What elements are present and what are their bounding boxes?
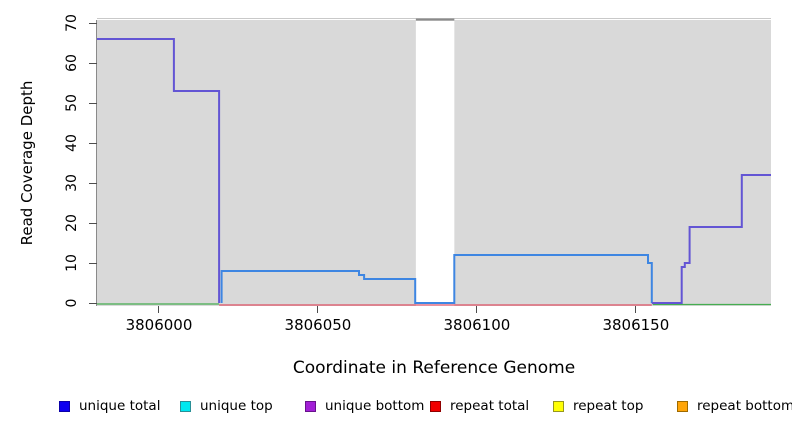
y-tick-label: 10 (64, 254, 80, 272)
legend-label-repeat-total: repeat total (450, 398, 530, 414)
y-tick-mark (89, 102, 97, 104)
y-tick-label: 30 (64, 174, 80, 192)
x-tick-label: 3806000 (125, 316, 193, 334)
x-tick-label: 3806100 (443, 316, 511, 334)
x-axis-label: Coordinate in Reference Genome (292, 358, 576, 378)
legend-item-unique-top: unique top (180, 398, 273, 414)
y-tick-mark (89, 62, 97, 64)
y-tick-label: 40 (64, 134, 80, 152)
plot-canvas (97, 18, 771, 306)
y-tick-mark (89, 262, 97, 264)
y-tick-label: 0 (64, 298, 80, 308)
plot-panel (97, 18, 771, 306)
legend-item-repeat-bottom: repeat bottom (677, 398, 792, 414)
legend-swatch-repeat-bottom (677, 400, 688, 412)
legend-swatch-repeat-top (553, 400, 564, 412)
y-tick-label: 60 (64, 54, 80, 72)
series-unique-bottom-left-steps (97, 38, 221, 303)
legend-label-repeat-bottom: repeat bottom (697, 398, 792, 414)
y-tick-mark (89, 22, 97, 24)
y-tick-mark (89, 182, 97, 184)
legend-label-unique-total: unique total (79, 398, 161, 414)
masked-region-cap (415, 18, 455, 21)
series-unique-coverage-middle-steps (220, 254, 653, 304)
legend-swatch-unique-bottom (305, 400, 316, 412)
x-tick-mark (317, 306, 319, 313)
legend-swatch-unique-top (180, 400, 191, 412)
legend-label-unique-bottom: unique bottom (325, 398, 425, 414)
legend: unique total unique top unique bottom repea… (0, 398, 792, 418)
x-tick-mark (635, 306, 637, 313)
y-axis-label: Read Coverage Depth (18, 80, 36, 246)
legend-label-unique-top: unique top (200, 398, 273, 414)
x-tick-mark (158, 306, 160, 313)
y-axis-line (96, 20, 97, 306)
series-unique-bottom-right-steps (651, 174, 771, 304)
legend-item-unique-bottom: unique bottom (305, 398, 424, 414)
x-tick-mark (476, 306, 478, 313)
legend-item-repeat-total: repeat total (430, 398, 529, 414)
legend-swatch-unique-total (59, 400, 70, 412)
y-tick-mark (89, 302, 97, 304)
y-tick-mark (89, 222, 97, 224)
legend-label-repeat-top: repeat top (573, 398, 644, 414)
y-tick-label: 70 (64, 14, 80, 32)
legend-item-repeat-top: repeat top (553, 398, 643, 414)
x-tick-label: 3806150 (602, 316, 670, 334)
masked-region (415, 20, 455, 306)
x-tick-label: 3806050 (284, 316, 352, 334)
legend-swatch-repeat-total (430, 400, 441, 412)
legend-item-unique-total: unique total (59, 398, 160, 414)
y-tick-label: 50 (64, 94, 80, 112)
y-tick-mark (89, 142, 97, 144)
y-tick-label: 20 (64, 214, 80, 232)
